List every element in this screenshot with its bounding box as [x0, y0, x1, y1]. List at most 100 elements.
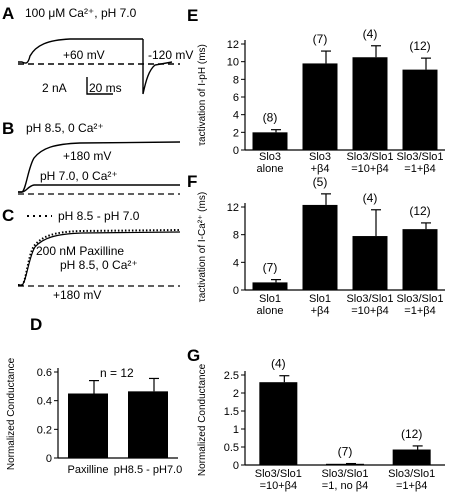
panel-a: A 100 μM Ca²⁺, pH 7.0 +60 mV -120 mV 2 n… — [2, 4, 193, 95]
panel-e-category-label: +β4 — [311, 163, 330, 175]
panel-f-category-label: Slo1 — [259, 293, 281, 305]
panel-d-y-tick-label: 0.6 — [37, 367, 52, 379]
panel-g-y-tick-label: 0 — [233, 460, 239, 472]
panel-e-y-tick-label: 2 — [233, 127, 239, 139]
panel-f-y-tick-label: 0 — [233, 285, 239, 297]
panel-d-y-tick-label: 0.2 — [37, 424, 52, 436]
panel-f-y-tick-label: 8 — [233, 230, 239, 242]
panel-g-category-label: =1+β4 — [396, 480, 427, 492]
chart-panel-d: 0 0.2 0.4 0.6 Normalized Conductance n = 12 Pa… — [6, 357, 182, 476]
panel-e-count-label: (12) — [409, 39, 430, 53]
panel-f-count-label: (5) — [313, 175, 328, 189]
panel-f-category-label: =10+β4 — [351, 305, 389, 317]
panel-a-tail-voltage: -120 mV — [148, 48, 193, 62]
panel-a-condition: 100 μM Ca²⁺, pH 7.0 — [25, 6, 137, 20]
panel-e-count-label: (8) — [263, 111, 278, 125]
panel-e-category-label: alone — [257, 163, 284, 175]
panel-d-category-label: pH8.5 - pH7.0 — [114, 464, 182, 476]
panel-g-y-tick-label: 2.5 — [224, 370, 239, 382]
panel-e-category-label: Slo3/Slo1 — [396, 151, 443, 163]
panel-e-y-tick-label: 6 — [233, 92, 239, 104]
panel-f-bar — [302, 204, 338, 290]
panel-b: B pH 8.5, 0 Ca²⁺ +180 mV pH 7.0, 0 Ca²⁺ — [2, 119, 181, 195]
panel-g-category-label: Slo3/Slo1 — [321, 468, 368, 480]
panel-f-count-label: (4) — [363, 191, 378, 205]
panel-c-legend: pH 8.5 - pH 7.0 — [58, 209, 140, 223]
panel-g-count-label: (12) — [401, 427, 422, 441]
panel-f-letter: F — [187, 172, 197, 191]
panel-a-voltage: +60 mV — [63, 48, 105, 62]
panel-g-bar — [259, 382, 298, 465]
chart-panel-g: 0 0.5 1 1.5 2 2.5 Normalized Conductance (4) Slo… — [197, 357, 445, 492]
panel-g-y-tick-label: 1.5 — [224, 406, 239, 418]
panel-e-y-tick-label: 8 — [233, 74, 239, 86]
panel-c: C pH 8.5 - pH 7.0 200 nM Paxilline pH 8.… — [2, 206, 181, 302]
panel-f-y-label: τactivation of I-Ca²⁺ (ms) — [197, 192, 208, 302]
panel-e-category-label: =1+β4 — [404, 163, 435, 175]
panel-e-category-label: =10+β4 — [351, 163, 389, 175]
panel-g-letter: G — [187, 346, 200, 365]
panel-e-y-tick-label: 0 — [233, 145, 239, 157]
panel-c-trace-paxilline — [18, 231, 181, 286]
panel-e-y-label: τactivation of I-pH (ms) — [197, 44, 208, 146]
panel-f-bar — [252, 282, 288, 290]
panel-e-y-tick-label: 10 — [227, 57, 239, 69]
panel-b-trace-low — [18, 184, 180, 193]
panel-c-voltage: +180 mV — [53, 288, 101, 302]
panel-d-bar — [68, 393, 108, 458]
panel-e-bar — [352, 57, 388, 150]
panel-a-scale-bar — [86, 77, 113, 95]
panel-g-y-tick-label: 1 — [233, 424, 239, 436]
panel-g-category-label: =10+β4 — [260, 480, 298, 492]
panel-f-category-label: Slo1 — [309, 293, 331, 305]
panel-b-letter: B — [2, 119, 14, 138]
panel-g-category-label: Slo3/Slo1 — [388, 468, 435, 480]
panel-f-category-label: alone — [257, 305, 284, 317]
panel-c-condition: 200 nM Paxilline — [36, 244, 124, 258]
panel-f-category-label: =1+β4 — [404, 305, 435, 317]
panel-d-y-tick-label: 0.4 — [37, 396, 52, 408]
panel-a-scale-current: 2 nA — [42, 81, 67, 95]
panel-g-bar — [392, 449, 431, 465]
panel-b-voltage: +180 mV — [63, 149, 111, 163]
panel-d-category-label: Paxilline — [68, 464, 109, 476]
panel-g-count-label: (7) — [338, 445, 353, 459]
panel-d-bar — [128, 391, 168, 458]
panel-e-y-tick-label: 12 — [227, 39, 239, 51]
chart-panel-e: 0 2 4 6 8 10 12 τactivation of I-pH (ms) (8) Slo3… — [197, 27, 445, 175]
panel-e-count-label: (4) — [363, 27, 378, 41]
panel-e-category-label: Slo3 — [309, 151, 331, 163]
panel-d-y-label: Normalized Conductance — [6, 357, 17, 470]
panel-e-bar — [252, 132, 288, 150]
panel-e-bar — [402, 69, 438, 150]
panel-f-bar — [352, 236, 388, 290]
panel-d-annotation: n = 12 — [100, 366, 134, 380]
panel-a-letter: A — [2, 4, 14, 23]
panel-g-category-label: Slo3/Slo1 — [255, 468, 302, 480]
panel-e-category-label: Slo3/Slo1 — [346, 151, 393, 163]
panel-c-condition2: pH 8.5, 0 Ca²⁺ — [60, 258, 138, 272]
panel-f-category-label: Slo3/Slo1 — [396, 293, 443, 305]
panel-b-condition: pH 8.5, 0 Ca²⁺ — [26, 121, 104, 135]
panel-c-letter: C — [2, 206, 14, 225]
panel-g-y-label: Normalized Conductance — [197, 363, 208, 476]
panel-e-bar — [302, 63, 338, 150]
panel-f-bar — [402, 229, 438, 290]
panel-g-count-label: (4) — [271, 357, 286, 371]
panel-b-condition2: pH 7.0, 0 Ca²⁺ — [40, 169, 118, 183]
panel-c-trace-difference — [18, 229, 181, 286]
panel-f-count-label: (12) — [409, 204, 430, 218]
panel-g-bar — [326, 463, 364, 465]
panel-a-scale-time: 20 ms — [89, 81, 122, 95]
panel-f-count-label: (7) — [263, 261, 278, 275]
panel-a-tail-trace — [142, 39, 173, 95]
panel-a-trace — [18, 38, 143, 64]
panel-g-category-label: =1, no β4 — [322, 480, 368, 492]
panel-d-y-tick-label: 0 — [46, 453, 52, 465]
panel-g-y-tick-label: 2 — [233, 388, 239, 400]
panel-e-count-label: (7) — [313, 32, 328, 46]
panel-e-y-tick-label: 4 — [233, 110, 239, 122]
panel-g-y-tick-label: 0.5 — [224, 442, 239, 454]
panel-f-y-tick-label: 4 — [233, 257, 239, 269]
